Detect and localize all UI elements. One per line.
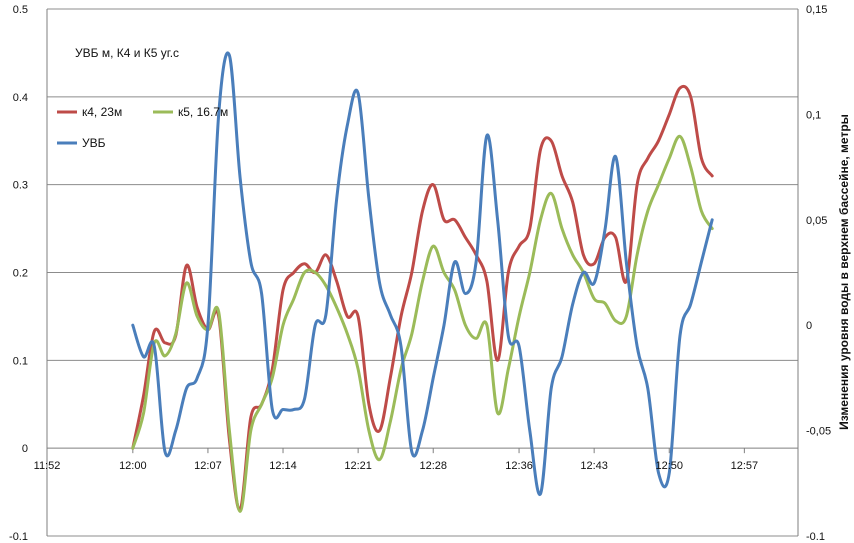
- y2-tick-label: 0,15: [806, 4, 827, 16]
- x-tick-label: 12:07: [194, 460, 222, 472]
- series-layer: [131, 51, 714, 513]
- x-tick-label: 11:52: [34, 460, 61, 472]
- series-line-k4: [131, 84, 714, 512]
- series-line-uvb: [131, 51, 714, 496]
- y-tick-label: 0.4: [13, 92, 28, 104]
- legend: к4, 23м к5, 16.7м УВБ: [57, 105, 228, 150]
- x-tick-label: 12:00: [119, 460, 147, 472]
- y2-tick-label: 0,05: [806, 215, 827, 227]
- y-tick-label: 0.1: [13, 355, 28, 367]
- y-tick-label: -0.1: [9, 531, 28, 543]
- legend-label-k5: к5, 16.7м: [178, 105, 228, 119]
- y2-tick-label: 0,1: [806, 109, 821, 121]
- x-tick-label: 12:57: [731, 460, 759, 472]
- x-tick-label: 12:43: [580, 460, 608, 472]
- x-tick-label: 12:28: [419, 460, 447, 472]
- legend-label-k4: к4, 23м: [82, 105, 122, 119]
- y-tick-label: 0.3: [13, 180, 28, 192]
- y2-tick-label: 0: [806, 320, 812, 332]
- y-tick-label: 0: [22, 443, 28, 455]
- legend-label-uvb: УВБ: [82, 136, 106, 150]
- grid-layer: [47, 8, 798, 537]
- y-tick-label: 0.5: [13, 4, 28, 16]
- y2-tick-label: -0.1: [806, 531, 825, 543]
- y2-tick-label: -0,05: [806, 426, 831, 438]
- labels-layer: -0.1 0 0.1 0.2 0.3 0.4 0.5 -0.1 -0,05 0 0,05 0,1 0,1…: [9, 4, 831, 543]
- chart-title: УВБ м, К4 и К5 уг.с: [75, 46, 179, 60]
- y-tick-label: 0.2: [13, 268, 28, 280]
- x-tick-label: 12:14: [269, 460, 297, 472]
- x-tick-label: 12:36: [505, 460, 533, 472]
- x-tick-label: 12:21: [344, 460, 372, 472]
- y2-axis-title: Изменения уровня воды в верхнем бассейне…: [837, 114, 851, 430]
- series-line-k5: [131, 134, 714, 513]
- x-tick-label: 12:50: [655, 460, 683, 472]
